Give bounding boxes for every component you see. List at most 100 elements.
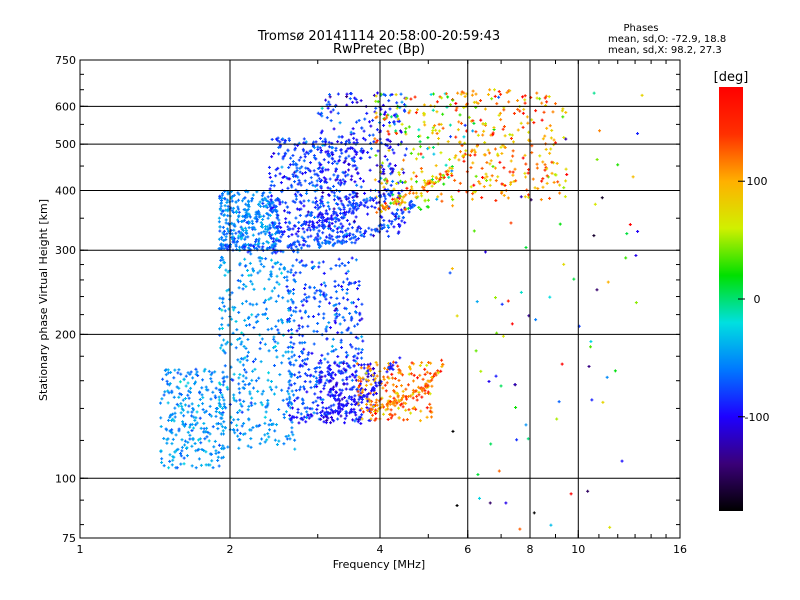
data-point [297,421,301,425]
data-point [224,218,228,222]
data-point [332,349,336,353]
data-point [316,167,320,171]
data-point [409,97,413,101]
data-point [397,378,401,382]
data-point [263,440,267,444]
data-point [439,369,443,373]
data-point [234,319,238,323]
data-point [318,163,322,167]
data-point [535,91,539,95]
data-point [536,187,540,191]
data-point [188,433,192,437]
data-point [382,117,386,121]
data-point [526,437,530,441]
data-point [332,198,336,202]
data-point [387,206,391,210]
data-point [509,159,513,163]
data-point [421,155,425,159]
data-point [167,466,171,470]
data-point [217,216,221,220]
data-point [407,111,411,115]
data-point [348,375,352,379]
data-point [249,279,253,283]
data-point [198,416,202,420]
data-point [319,417,323,421]
data-point [246,235,250,239]
data-point [400,100,404,104]
data-point [297,178,301,182]
data-point [291,199,295,203]
data-point [350,174,354,178]
data-point [344,355,348,359]
data-point [390,167,394,171]
data-point [262,230,266,234]
data-point [225,243,229,247]
data-point [241,374,245,378]
data-point [243,237,247,241]
data-point [349,343,353,347]
data-point [297,158,301,162]
data-point [407,408,411,412]
data-point [542,110,546,114]
data-point [382,377,386,381]
data-point [491,164,495,168]
data-point [606,280,610,284]
data-point [493,147,497,151]
data-point [412,147,416,151]
data-point [347,162,351,166]
data-point [280,361,284,365]
data-point [268,246,272,250]
data-point [214,414,218,418]
data-point [388,107,392,111]
data-point [337,218,341,222]
data-point [401,396,405,400]
data-point [322,204,326,208]
data-point [368,198,372,202]
data-point [338,264,342,268]
data-point [383,383,387,387]
data-point [272,203,276,207]
data-point [356,336,360,340]
data-point [353,419,357,423]
data-point [299,412,303,416]
data-point [431,108,435,112]
data-point [380,181,384,185]
data-point [355,138,359,142]
data-point [314,236,318,240]
data-point [337,369,341,373]
data-point [246,246,250,250]
data-point [349,178,353,182]
data-point [237,446,241,450]
data-point [489,159,493,163]
data-point [319,380,323,384]
data-point [364,378,368,382]
y-tick-label: 100 [55,472,76,485]
data-point [303,406,307,410]
data-point [318,136,322,140]
data-point [272,364,276,368]
data-point [173,450,177,454]
data-point [523,195,527,199]
data-point [232,308,236,312]
data-point [401,394,405,398]
data-point [322,387,326,391]
data-point [238,408,242,412]
data-point [405,186,409,190]
data-point [318,365,322,369]
data-point [230,222,234,226]
data-point [200,447,204,451]
data-point [246,250,250,254]
data-point [328,154,332,158]
data-point [326,106,330,110]
data-point [458,181,462,185]
data-point [217,443,221,447]
data-point [470,148,474,152]
data-point [190,444,194,448]
data-point [540,179,544,183]
data-point [432,372,436,376]
data-point [381,204,385,208]
data-point [436,369,440,373]
data-point [317,265,321,269]
data-point [414,195,418,199]
data-point [392,120,396,124]
